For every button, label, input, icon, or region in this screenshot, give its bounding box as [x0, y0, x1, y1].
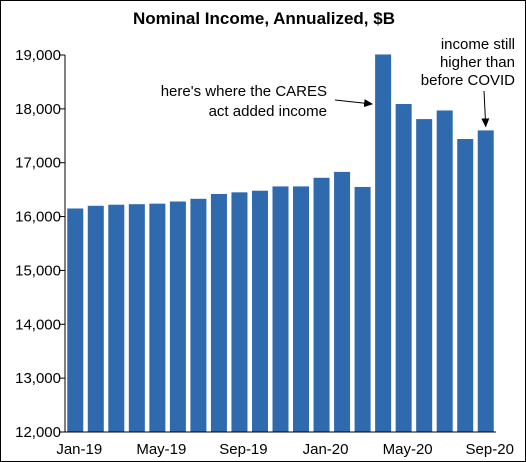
bar-jan-19 [67, 208, 84, 432]
x-tick-label: May-20 [383, 441, 433, 458]
x-tick-label: Jan-20 [303, 441, 349, 458]
y-axis: 12,000 13,000 14,000 15,000 16,000 17,000 18,0… [15, 47, 65, 441]
bar-jul-20 [436, 110, 453, 433]
bar-jun-20 [416, 119, 433, 432]
y-tick-label: 16,000 [15, 209, 61, 226]
bar-may-19 [149, 203, 166, 432]
bar-feb-20 [334, 171, 351, 432]
bar-nov-19 [272, 186, 289, 432]
annotations: here's where the CARES act added income in… [161, 36, 515, 128]
y-tick-label: 15,000 [15, 262, 61, 279]
bar-dec-19 [293, 186, 310, 432]
x-tick-label: Jan-19 [56, 441, 102, 458]
bar-oct-19 [251, 190, 268, 432]
annotation-cares-text: act added income [209, 103, 327, 120]
bar-apr-19 [128, 204, 145, 432]
y-tick-label: 17,000 [15, 155, 61, 172]
bar-aug-20 [457, 139, 474, 432]
annotation-covid-text: higher than [440, 54, 515, 71]
bar-mar-20 [354, 186, 371, 432]
bar-sep-20 [477, 130, 494, 432]
bar-apr-20 [375, 54, 392, 433]
bar-jan-20 [313, 177, 330, 432]
bar-sep-19 [231, 192, 248, 432]
chart-title: Nominal Income, Annualized, $B [133, 9, 395, 28]
annotation-covid-text: before COVID [421, 72, 515, 89]
bar-mar-19 [108, 204, 125, 432]
annotation-covid-text: income still [441, 36, 515, 53]
annotation-covid-arrow [481, 90, 490, 128]
bar-feb-19 [87, 205, 104, 432]
bar-jul-19 [190, 198, 207, 432]
annotation-cares-arrow [334, 99, 374, 108]
x-tick-label: Sep-20 [466, 441, 514, 458]
y-tick-label: 18,000 [15, 101, 61, 118]
annotation-cares-text: here's where the CARES [161, 83, 327, 100]
y-tick-label: 13,000 [15, 370, 61, 387]
y-tick-label: 14,000 [15, 316, 61, 333]
x-tick-label: Sep-19 [219, 441, 267, 458]
bar-jun-19 [169, 201, 186, 432]
x-axis: Jan-19 May-19 Sep-19 Jan-20 May-20 Sep-20 [56, 441, 514, 458]
bar-aug-19 [210, 193, 227, 432]
y-tick-label: 19,000 [15, 47, 61, 64]
x-tick-label: May-19 [136, 441, 186, 458]
bar-series [67, 54, 494, 433]
y-tick-label: 12,000 [15, 424, 61, 441]
bar-may-20 [395, 104, 412, 432]
